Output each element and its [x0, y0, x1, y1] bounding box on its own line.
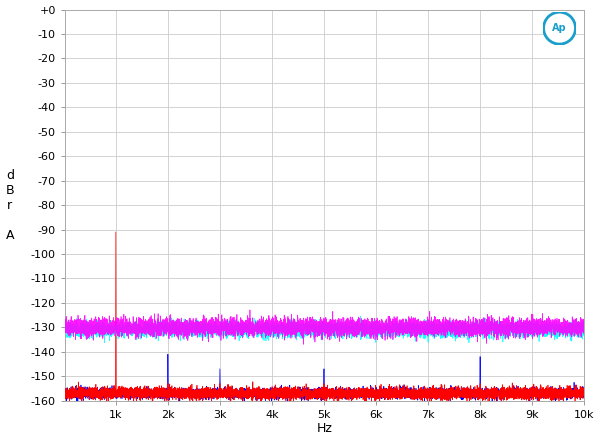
Y-axis label: d
B
r

A: d B r A	[5, 168, 14, 242]
X-axis label: Hz: Hz	[317, 422, 332, 435]
